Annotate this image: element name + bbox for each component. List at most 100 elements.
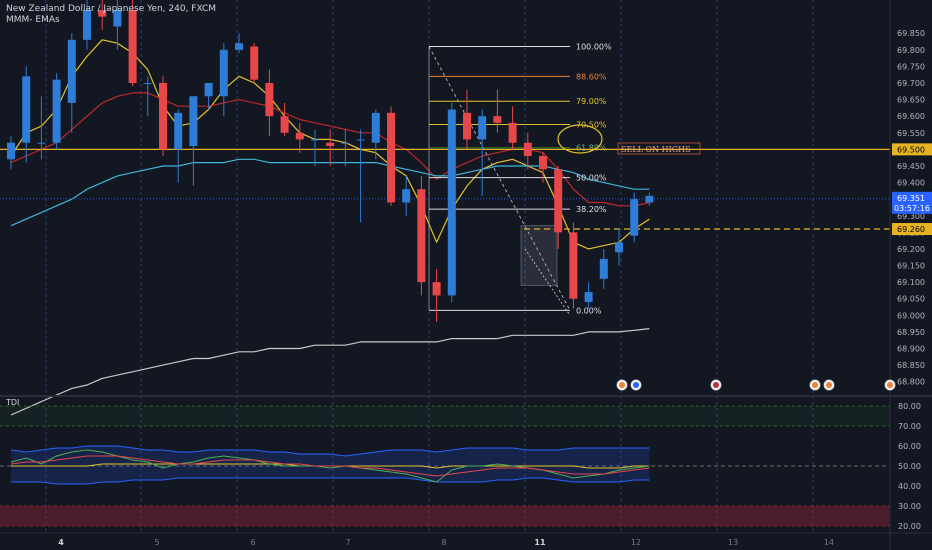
candle-body	[615, 242, 623, 253]
candle-body	[554, 169, 563, 233]
price-tick-label: 69.800	[897, 46, 925, 55]
event-flag-dot	[887, 382, 893, 388]
candle-body	[98, 9, 107, 17]
candle-body	[432, 282, 441, 296]
fib-level-label: 100.00%	[576, 42, 612, 51]
price-tick-label: 68.900	[897, 345, 925, 354]
price-axis[interactable]: 69.850 69.800 69.750 69.700 69.650 69.600 69.5…	[889, 0, 932, 550]
tdi-indicator: 80.00 70.00 60.00 50.00 40.00 30.00 20.00	[0, 395, 932, 531]
countdown-tag-text: 03:57:16	[894, 204, 930, 213]
candle-body	[508, 122, 517, 143]
price-tick-label: 69.200	[897, 245, 925, 254]
tdi-band-fill	[11, 446, 650, 484]
fib-level-label: 79.00%	[576, 97, 607, 106]
target-price-tag-text: 69.260	[897, 225, 925, 234]
time-tick-label: 8	[441, 538, 446, 547]
price-tick-label: 69.000	[897, 311, 925, 320]
candle-body	[219, 49, 228, 97]
event-flag-dot	[713, 382, 719, 388]
candle-body	[326, 142, 335, 147]
fib-level-label: 50.00%	[576, 174, 607, 183]
fib-level-label: 61.80%	[576, 144, 607, 153]
candle-body	[341, 142, 350, 144]
ema-long-line	[10, 328, 650, 416]
candle-body	[463, 112, 471, 140]
time-tick-label: 14	[824, 538, 834, 547]
current-price-tag	[892, 191, 932, 214]
candle-body	[113, 9, 122, 27]
candle-body	[204, 82, 213, 97]
price-tick-label: 68.850	[897, 361, 925, 370]
candle-body	[67, 39, 76, 103]
candles	[7, 0, 654, 322]
candle-body	[311, 139, 319, 141]
resistance-price-tag-text: 69.500	[897, 145, 925, 154]
time-tick-label: 13	[728, 538, 738, 547]
price-levels	[0, 148, 890, 230]
price-tick-label: 69.850	[897, 29, 925, 38]
candle-body	[128, 9, 137, 83]
event-flag-dot	[826, 382, 832, 388]
price-tick-label: 69.150	[897, 262, 925, 271]
candle-body	[250, 46, 259, 80]
candle-body	[493, 116, 502, 123]
fibonacci-retracement[interactable]: 100.00% 88.60% 79.00% 70.50% 61.80% 50.00% 38.…	[428, 42, 612, 316]
tdi-tick-label: 40.00	[898, 482, 921, 491]
price-tick-label: 69.100	[897, 278, 925, 287]
candle-body	[371, 112, 380, 143]
candle-body	[402, 189, 411, 203]
price-tick-label: 69.750	[897, 62, 925, 71]
fib-trend-line	[428, 46, 571, 311]
tdi-tick-label: 50.00	[898, 462, 921, 471]
candle-body	[235, 43, 243, 50]
price-tick-label: 69.650	[897, 96, 925, 105]
tdi-tick-label: 70.00	[898, 422, 921, 431]
candle-body	[7, 142, 15, 160]
price-tick-label: 69.050	[897, 295, 925, 304]
tdi-lower-band	[11, 477, 650, 485]
candle-body	[22, 76, 31, 143]
tdi-signal-line	[10, 455, 650, 477]
candle-body	[523, 142, 532, 157]
resistance-price-tag	[892, 143, 932, 156]
candle-body	[174, 112, 183, 150]
tdi-overbought-zone	[0, 406, 890, 426]
price-tick-label: 69.450	[897, 162, 925, 171]
current-price-tag-text: 69.351	[897, 194, 925, 203]
fib-618-highlight-circle	[557, 124, 603, 154]
time-tick-label: 4	[58, 538, 64, 547]
tdi-tick-label: 30.00	[898, 502, 921, 511]
candle-body	[539, 156, 547, 170]
time-axis[interactable]: 4 5 6 7 8 11 12 13 14	[0, 532, 932, 547]
candle-body	[189, 96, 198, 147]
tdi-tick-label: 80.00	[898, 402, 921, 411]
price-tick-label: 68.950	[897, 328, 925, 337]
indicator-title[interactable]: MMM- EMAs	[6, 15, 60, 25]
fib-level-label: 0.00%	[576, 306, 602, 315]
time-tick-label: 12	[631, 538, 641, 547]
sell-annotation-text: SELL ON HIGHS	[621, 145, 691, 154]
tdi-upper-band	[10, 445, 650, 457]
candle-body	[37, 142, 46, 144]
price-tick-label: 69.600	[897, 112, 925, 121]
candle-body	[356, 139, 365, 141]
event-flag-dot	[812, 382, 818, 388]
chart-symbol-title[interactable]: New Zealand Dollar / Japanese Yen, 240, …	[6, 4, 217, 14]
event-flag-dot	[619, 382, 625, 388]
economic-events[interactable]	[616, 379, 896, 391]
tdi-tick-label: 60.00	[898, 442, 921, 451]
time-tick-label: 11	[534, 538, 546, 547]
candle-body	[159, 82, 167, 150]
candle-body	[569, 232, 578, 299]
projection-path	[524, 248, 571, 316]
price-tick-label: 69.300	[897, 212, 925, 221]
tdi-title[interactable]: TDI	[6, 398, 20, 407]
fib-level-label: 38.20%	[576, 205, 607, 214]
candle-body	[52, 79, 61, 143]
candle-body	[478, 116, 487, 140]
price-tick-label: 69.400	[897, 179, 925, 188]
candle-body	[143, 82, 152, 84]
candle-body	[584, 292, 593, 303]
tdi-tick-label: 20.00	[898, 522, 921, 531]
